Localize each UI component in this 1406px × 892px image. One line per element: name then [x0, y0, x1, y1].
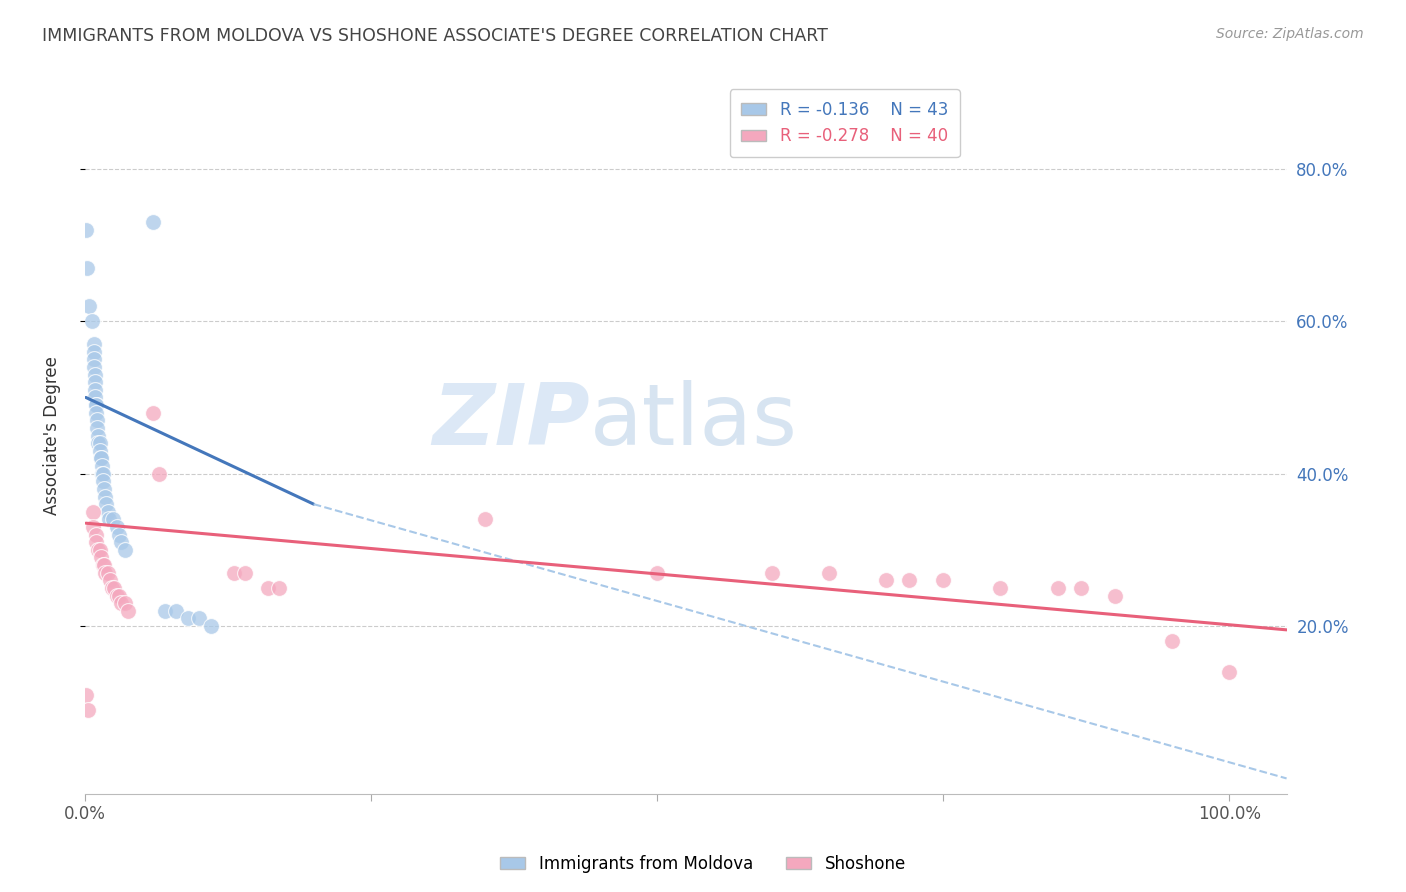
Point [142, 406, 165, 420]
Point [98, 574, 121, 588]
Point [75, 223, 97, 237]
Point [86, 421, 108, 435]
Point [165, 604, 187, 618]
Point [103, 581, 125, 595]
Point [1104, 589, 1126, 603]
Point [222, 566, 245, 580]
Point [105, 520, 128, 534]
Point [90, 467, 112, 481]
Point [110, 596, 132, 610]
Point [84, 398, 107, 412]
Point [761, 566, 783, 580]
Point [200, 619, 222, 633]
Point [97, 505, 120, 519]
Point [108, 589, 131, 603]
Point [94, 566, 117, 580]
Point [142, 215, 165, 229]
Point [89, 542, 111, 557]
Point [93, 558, 115, 573]
Point [84, 535, 107, 549]
Point [932, 574, 955, 588]
Point [84, 391, 107, 405]
Point [90, 550, 112, 565]
Point [84, 406, 107, 420]
Point [84, 527, 107, 541]
Point [1161, 634, 1184, 648]
Point [103, 512, 125, 526]
Point [177, 611, 200, 625]
Point [875, 574, 897, 588]
Point [91, 558, 114, 573]
Point [188, 611, 211, 625]
Point [87, 542, 110, 557]
Point [89, 436, 111, 450]
Text: ZIP: ZIP [432, 380, 589, 463]
Point [87, 428, 110, 442]
Point [91, 475, 114, 489]
Point [77, 703, 100, 717]
Point [83, 352, 105, 367]
Point [817, 566, 839, 580]
Point [83, 337, 105, 351]
Point [83, 359, 105, 374]
Point [84, 383, 107, 397]
Point [114, 596, 136, 610]
Point [91, 467, 114, 481]
Point [75, 688, 97, 702]
Point [269, 581, 291, 595]
Point [114, 542, 136, 557]
Point [153, 604, 176, 618]
Point [89, 443, 111, 458]
Point [233, 566, 256, 580]
Point [80, 314, 103, 328]
Point [96, 497, 118, 511]
Point [90, 451, 112, 466]
Point [76, 260, 98, 275]
Point [82, 520, 104, 534]
Point [94, 490, 117, 504]
Point [1070, 581, 1092, 595]
Point [990, 581, 1012, 595]
Point [90, 451, 112, 466]
Y-axis label: Associate's Degree: Associate's Degree [44, 356, 60, 515]
Point [84, 375, 107, 389]
Point [897, 574, 920, 588]
Legend: R = -0.136    N = 43, R = -0.278    N = 40: R = -0.136 N = 43, R = -0.278 N = 40 [730, 89, 960, 157]
Point [101, 581, 124, 595]
Point [90, 458, 112, 473]
Point [1046, 581, 1069, 595]
Point [474, 512, 496, 526]
Text: Source: ZipAtlas.com: Source: ZipAtlas.com [1216, 27, 1364, 41]
Text: IMMIGRANTS FROM MOLDOVA VS SHOSHONE ASSOCIATE'S DEGREE CORRELATION CHART: IMMIGRANTS FROM MOLDOVA VS SHOSHONE ASSO… [42, 27, 828, 45]
Point [117, 604, 139, 618]
Point [110, 535, 132, 549]
Point [97, 566, 120, 580]
Legend: Immigrants from Moldova, Shoshone: Immigrants from Moldova, Shoshone [494, 848, 912, 880]
Point [84, 398, 107, 412]
Point [87, 436, 110, 450]
Point [82, 505, 104, 519]
Point [79, 299, 101, 313]
Point [1218, 665, 1240, 679]
Point [257, 581, 280, 595]
Point [105, 589, 128, 603]
Point [97, 512, 120, 526]
Text: atlas: atlas [589, 380, 797, 463]
Point [84, 368, 107, 382]
Point [83, 344, 105, 359]
Point [645, 566, 668, 580]
Point [148, 467, 170, 481]
Point [108, 527, 131, 541]
Point [93, 482, 115, 496]
Point [86, 413, 108, 427]
